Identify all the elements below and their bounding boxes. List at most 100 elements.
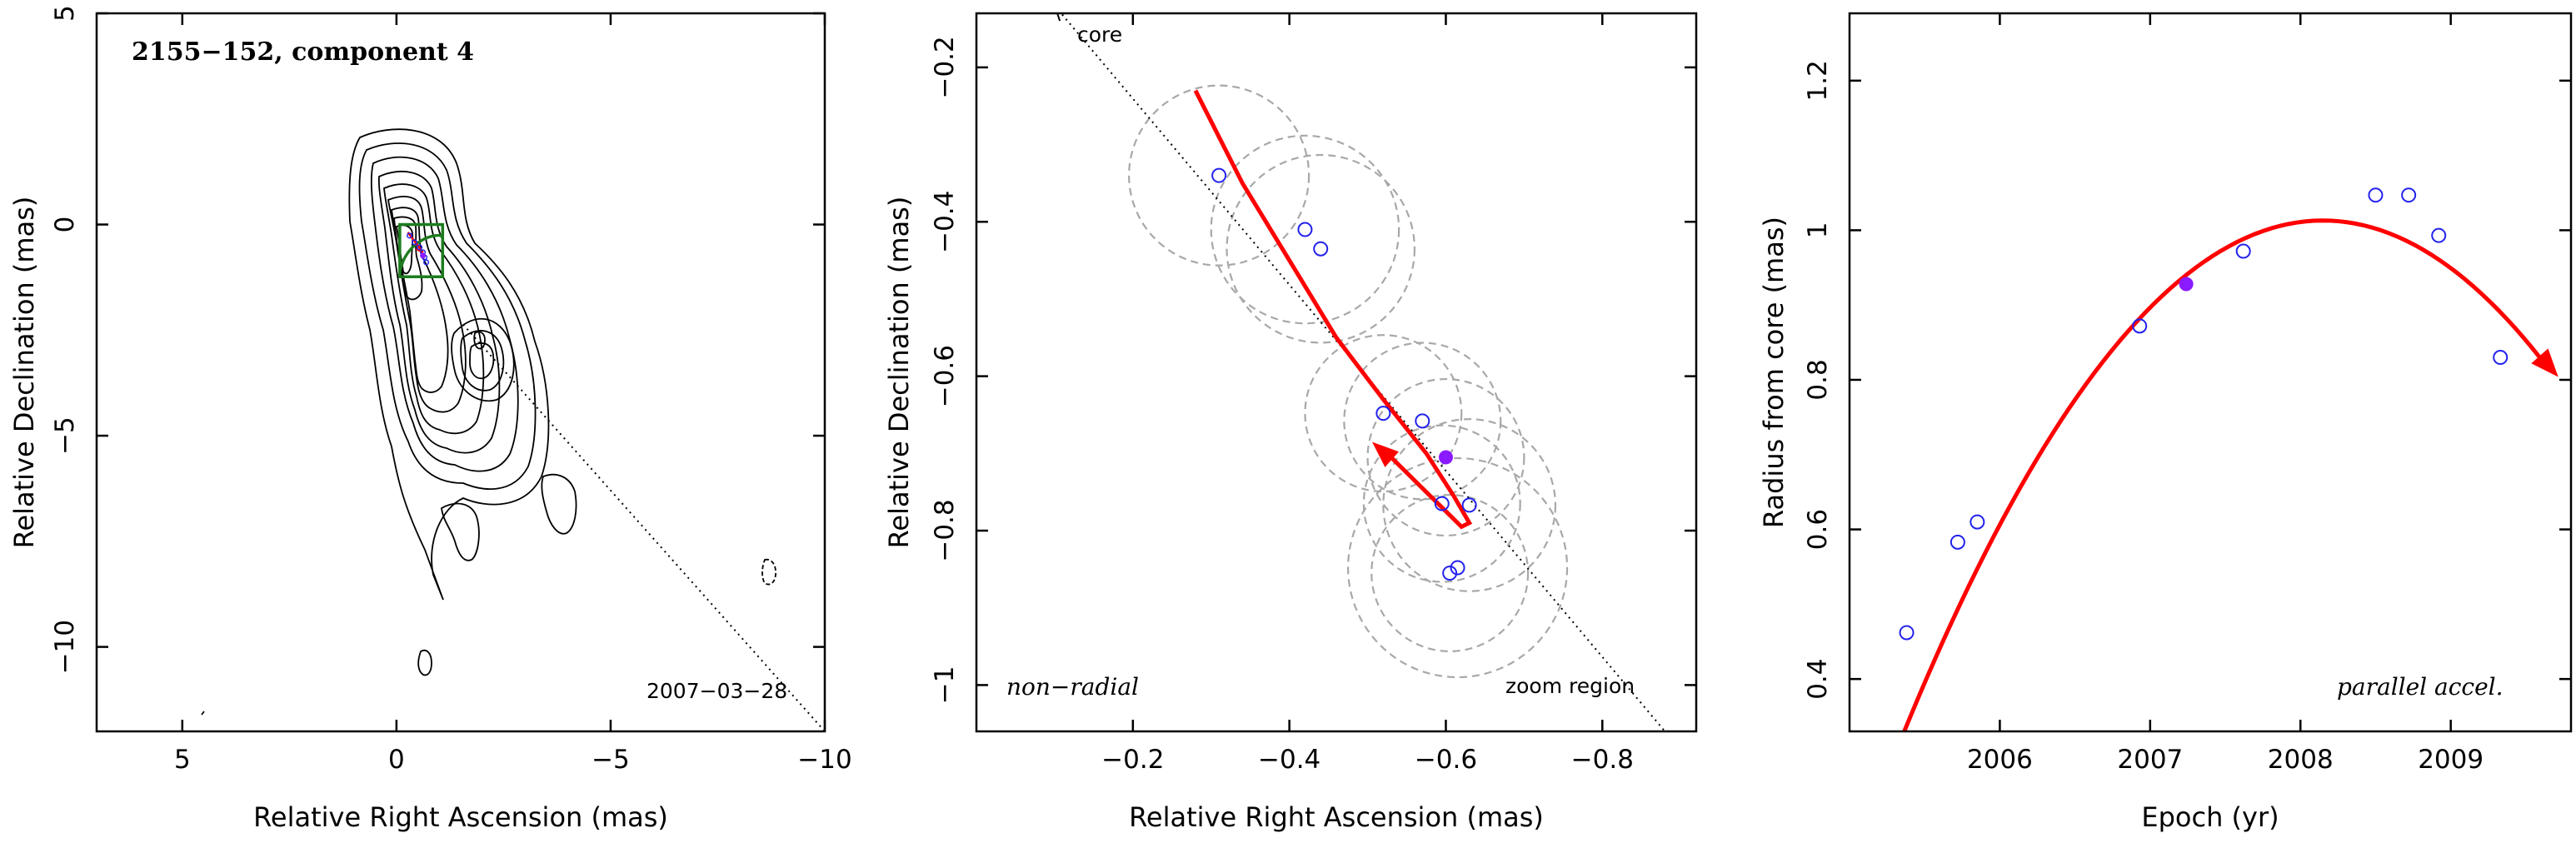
panel-radius-vs-epoch: 2006 2007 2008 2009 0.4 0.6 0.8 1 1.2 parallel a…: [1758, 12, 2573, 833]
x-tick-label: 2009: [2418, 745, 2484, 775]
position-error-circle: [1382, 418, 1557, 592]
y-tick-label: −0.8: [930, 499, 960, 561]
contour-level-1: [348, 128, 550, 601]
radius-point: [1969, 514, 1985, 530]
panel1-frame: [95, 12, 826, 733]
trajectory-mini: [407, 232, 424, 254]
y-tick-label: 0.4: [1803, 658, 1833, 699]
mini-position-point: [407, 232, 413, 239]
x-tick-label: −5: [592, 745, 630, 775]
core-direction-line: [1060, 13, 1666, 731]
contour-tail-outer: [441, 502, 480, 561]
position-point: [1434, 496, 1450, 511]
radius-point: [2235, 243, 2251, 259]
position-point: [1442, 565, 1458, 581]
contour-dashed-blob: [761, 558, 776, 586]
position-error-circle: [1362, 424, 1521, 583]
radius-point: [2401, 187, 2417, 203]
zoom-region-box: [398, 222, 445, 278]
y-tick-label: 0.8: [1803, 359, 1833, 400]
contour-secondary-mid: [460, 330, 505, 392]
core-arrowhead: [1056, 13, 1069, 22]
position-point: [1450, 560, 1465, 576]
y-tick-label: 0.6: [1803, 509, 1833, 550]
position-point: [1297, 222, 1313, 237]
panel2-frame: [975, 12, 1698, 733]
mini-position-point: [423, 259, 430, 266]
position-error-circle: [1226, 153, 1416, 344]
fit-arrowhead: [2531, 348, 2559, 377]
radius-point: [2132, 318, 2148, 334]
panel1-xlabel: Relative Right Ascension (mas): [253, 801, 668, 833]
position-point: [1375, 406, 1391, 422]
x-tick-label: 2007: [2117, 745, 2183, 775]
radius-point: [2431, 227, 2447, 243]
position-point: [1461, 497, 1477, 513]
panel2-ylabel: Relative Declination (mas): [883, 197, 915, 549]
radius-point-filled: [2179, 277, 2194, 292]
position-point: [1313, 241, 1329, 257]
contour-level-3: [370, 156, 519, 472]
x-tick-label: −0.4: [1258, 745, 1320, 775]
x-tick-label: 2006: [1967, 745, 2033, 775]
x-tick-label: −10: [797, 745, 851, 775]
x-tick-label: 0: [388, 745, 405, 775]
contour-group: [201, 128, 776, 716]
mini-position-point-filled: [420, 252, 427, 259]
contour-secondary-inner: [469, 342, 495, 380]
zoom-region-arc: [398, 233, 444, 272]
panel3-frame: [1848, 12, 2573, 733]
fit-curve: [1902, 218, 2550, 731]
position-point-filled: [1438, 450, 1453, 465]
radius-point: [1899, 625, 1915, 641]
radius-point: [1949, 534, 1965, 550]
y-tick-label: −0.4: [930, 191, 960, 253]
panel3-ylabel: Radius from core (mas): [1758, 217, 1790, 528]
contour-small-blob: [417, 649, 432, 676]
position-error-circle: [1370, 493, 1530, 653]
radius-point: [2493, 350, 2509, 366]
panel-contour-map: 5 0 −5 −10 5 0 −5 −10 2155−152, component 4 200…: [8, 5, 852, 833]
core-direction-line: [462, 323, 825, 731]
contour-level-2: [358, 142, 537, 490]
y-tick-label: 5: [50, 5, 80, 22]
panel3-annotation: parallel accel.: [2337, 673, 2504, 701]
panel1-title: 2155−152, component 4: [132, 37, 474, 67]
panel1-ylabel: Relative Declination (mas): [8, 197, 40, 549]
core-label: core: [1077, 22, 1122, 47]
y-tick-label: −0.2: [930, 36, 960, 98]
panel-zoom-trajectory: −0.2 −0.4 −0.6 −0.8−0.2−0.4−0.6−0.8−1 core …: [883, 12, 1698, 833]
position-error-circle: [1346, 456, 1569, 679]
mini-position-point: [412, 239, 418, 246]
x-tick-label: −0.2: [1101, 745, 1164, 775]
zoom-region-label: zoom region: [1505, 674, 1635, 698]
position-error-circle: [1128, 84, 1310, 267]
position-point: [1415, 413, 1430, 429]
mini-position-point: [417, 244, 423, 251]
y-tick-label: 0: [50, 217, 80, 233]
trajectory-path: [1193, 89, 1473, 530]
y-tick-label: −5: [50, 417, 80, 455]
radius-point: [2368, 187, 2384, 203]
y-tick-label: 1.2: [1803, 60, 1833, 101]
x-tick-label: −0.8: [1571, 745, 1634, 775]
contour-level-5: [383, 183, 485, 435]
position-error-circle: [1366, 377, 1525, 536]
mode-label: non−radial: [1006, 673, 1139, 701]
x-tick-label: 5: [174, 745, 191, 775]
trajectory-arrowhead: [1371, 441, 1399, 467]
contour-level-4: [377, 170, 501, 454]
y-tick-label: −1: [930, 666, 960, 705]
panel2-xlabel: Relative Right Ascension (mas): [1129, 801, 1544, 833]
panel1-date-label: 2007−03−28: [646, 679, 787, 703]
y-tick-label: −10: [50, 620, 80, 674]
contour-tiny-mark: [201, 711, 205, 716]
x-tick-label: −0.6: [1415, 745, 1477, 775]
position-point: [1211, 167, 1227, 183]
position-error-circle: [1343, 342, 1502, 501]
y-tick-label: −0.6: [930, 345, 960, 407]
position-error-circle: [1304, 334, 1463, 493]
panel3-xlabel: Epoch (yr): [2141, 801, 2279, 833]
contour-right-blob: [541, 473, 577, 535]
